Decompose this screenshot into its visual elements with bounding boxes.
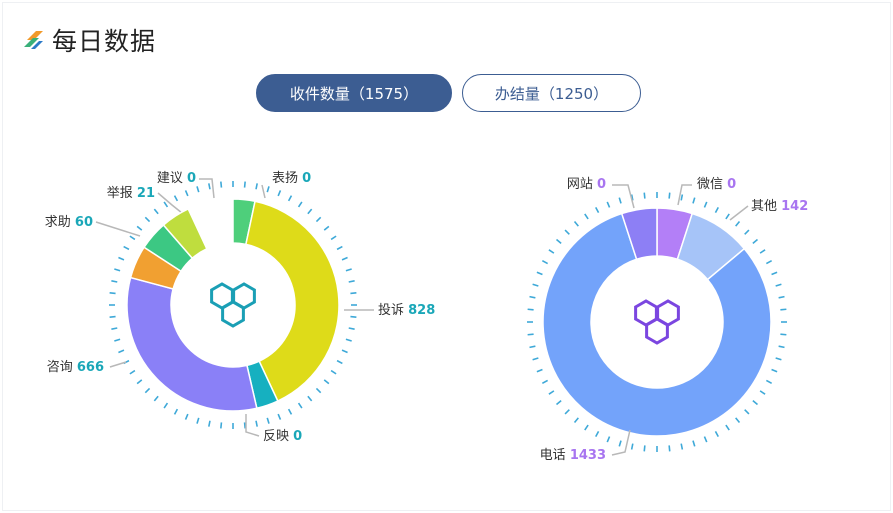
- slice-category: 表扬: [272, 171, 302, 186]
- donut-slice-建议[interactable]: [162, 207, 208, 260]
- label-leader-line: [95, 221, 141, 237]
- dial-ticks: [527, 192, 787, 452]
- slice-label: 咨询 666: [47, 360, 104, 375]
- slice-label: 表扬 0: [272, 171, 311, 186]
- donut-slice-电话[interactable]: [542, 212, 772, 437]
- label-leader-line: [199, 178, 215, 199]
- slice-value: 0: [302, 171, 311, 186]
- slice-category: 建议: [157, 171, 187, 186]
- slice-label: 投诉 828: [378, 302, 435, 318]
- label-leader-line: [611, 429, 631, 456]
- slice-label: 反映 0: [263, 429, 302, 444]
- slice-category: 反映: [263, 429, 293, 444]
- slice-value: 666: [77, 360, 104, 375]
- donut-hole: [172, 244, 294, 366]
- tab-completed-count[interactable]: 办结量（1250）: [462, 74, 641, 112]
- label-leader-line: [157, 192, 183, 214]
- label-leader-line: [109, 361, 127, 368]
- tab-group: 收件数量（1575） 办结量（1250）: [256, 74, 641, 112]
- tab-received-count[interactable]: 收件数量（1575）: [256, 74, 452, 112]
- dial-ticks: [109, 181, 357, 429]
- slice-label: 举报 21: [107, 186, 155, 201]
- slice-value: 828: [408, 303, 435, 318]
- slice-value: 1433: [570, 448, 606, 463]
- slice-label: 求助 60: [45, 215, 93, 230]
- slice-value: 0: [597, 177, 606, 192]
- slice-category: 微信: [697, 177, 727, 192]
- slice-category: 投诉: [378, 302, 408, 318]
- label-leader-line: [261, 184, 266, 199]
- hexagon-cluster-icon: [210, 282, 256, 328]
- slice-label: 其他 142: [751, 199, 808, 214]
- slice-category: 求助: [45, 215, 75, 230]
- label-leader-line: [729, 205, 749, 221]
- slice-value: 142: [781, 199, 808, 214]
- label-leader-line: [245, 414, 260, 437]
- slice-label: 微信 0: [697, 177, 736, 192]
- slice-value: 21: [137, 186, 155, 201]
- slice-value: 60: [75, 215, 93, 230]
- panel-header: 每日数据: [22, 22, 156, 58]
- slice-category: 网站: [567, 177, 597, 192]
- slice-category: 咨询: [47, 360, 77, 375]
- donut-slice-咨询[interactable]: [126, 276, 258, 412]
- label-leader-line: [677, 184, 692, 206]
- panel-title: 每日数据: [52, 27, 157, 56]
- slice-value: 0: [293, 429, 302, 444]
- app-logo-icon: [24, 31, 43, 49]
- donut-hole: [592, 257, 722, 387]
- slice-value: 0: [727, 177, 736, 192]
- slice-category: 举报: [107, 186, 137, 201]
- slice-category: 电话: [540, 448, 570, 463]
- slice-value: 0: [187, 171, 196, 186]
- label-leader-line: [612, 184, 635, 209]
- hexagon-cluster-icon: [634, 299, 680, 345]
- donut-slice-投诉[interactable]: [245, 200, 340, 403]
- slice-label: 网站 0: [567, 177, 606, 192]
- slice-label: 建议 0: [157, 171, 196, 186]
- donut-slice-网站[interactable]: [620, 207, 658, 261]
- slice-label: 电话 1433: [540, 448, 606, 463]
- slice-category: 其他: [751, 199, 781, 214]
